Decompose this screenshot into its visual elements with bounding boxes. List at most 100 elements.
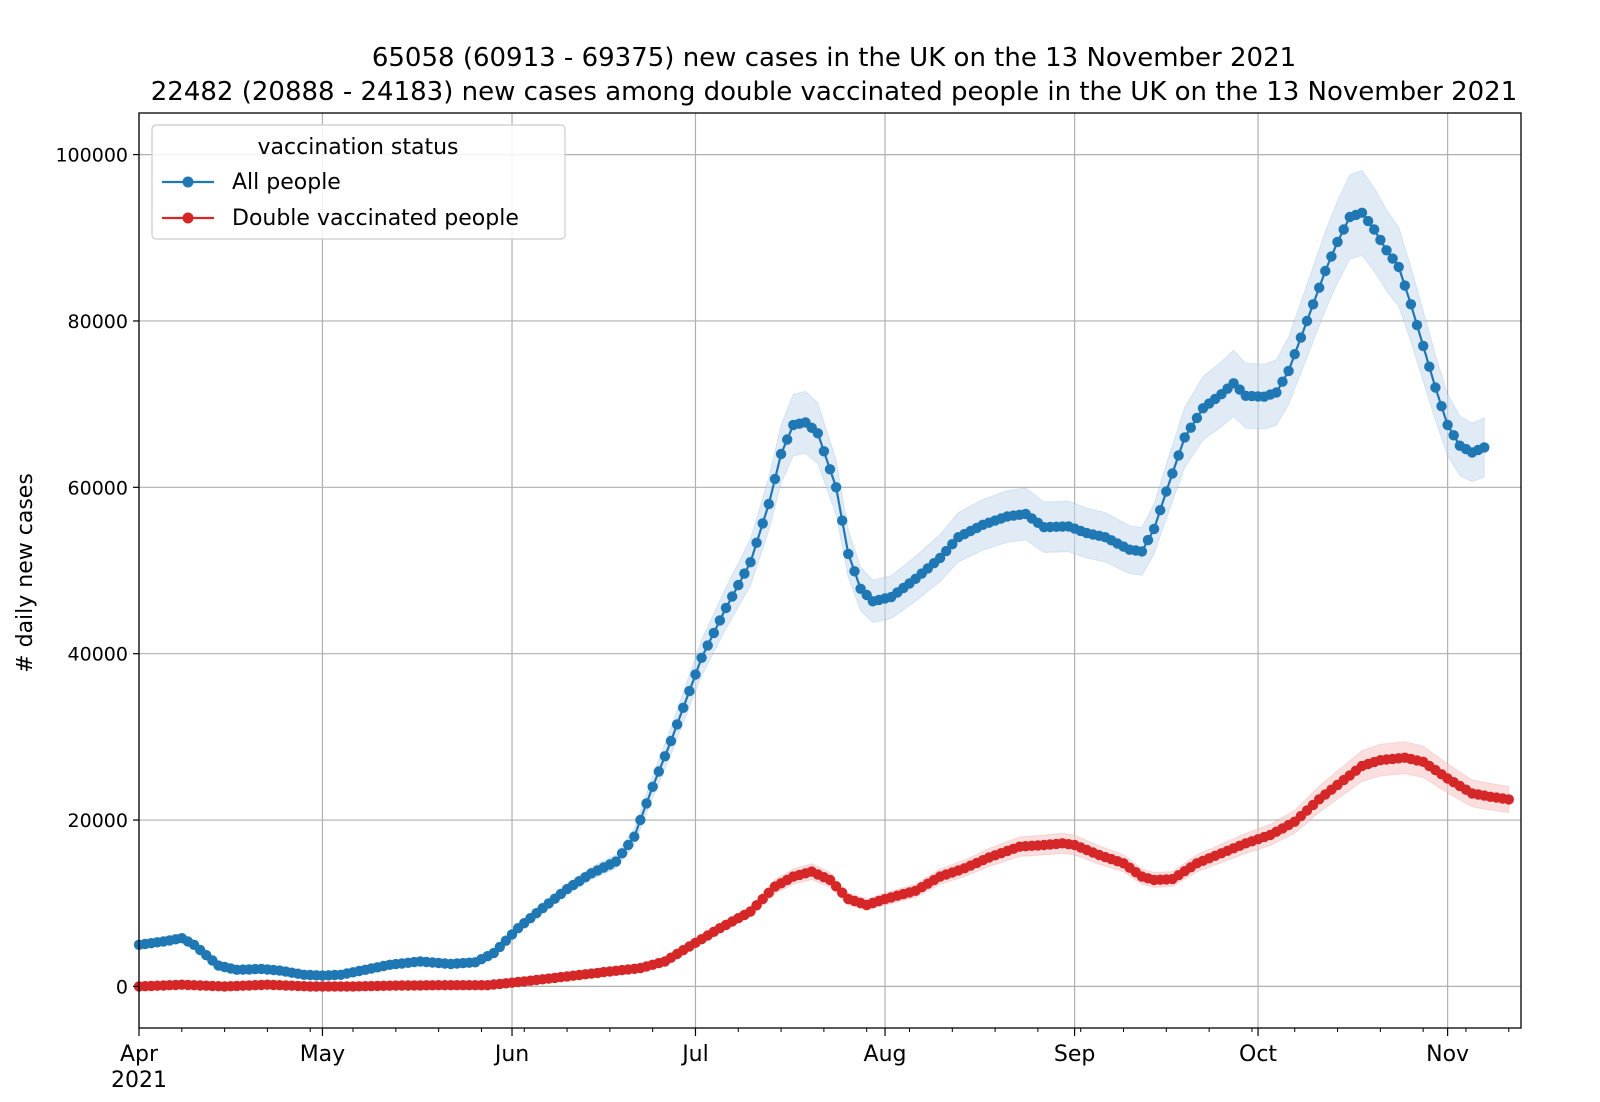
data-point-all-people: [769, 473, 781, 485]
data-point-all-people: [1314, 282, 1325, 293]
data-point-all-people: [708, 627, 719, 639]
y-tick-label: 80000: [68, 311, 128, 333]
axes-layer: 0 20000 40000 60000 80000 100000 Apr May Jun Jul A…: [55, 145, 1510, 1093]
data-point-all-people: [1338, 224, 1349, 235]
data-point-all-people: [934, 552, 946, 564]
data-point-all-people: [1387, 253, 1398, 264]
data-point-all-people: [849, 566, 860, 577]
data-point-all-people: [775, 448, 787, 460]
data-point-all-people: [1362, 215, 1374, 227]
x-tick-label: Oct: [1239, 1042, 1277, 1067]
data-point-all-people: [1405, 299, 1417, 310]
x-tick-label: Aug: [864, 1042, 907, 1067]
data-point-all-people: [1295, 332, 1307, 343]
data-point-all-people: [1430, 382, 1441, 393]
y-tick-label: 100000: [55, 145, 128, 167]
data-point-all-people: [1332, 236, 1343, 248]
legend-label-double-vaccinated: Double vaccinated people: [232, 206, 519, 231]
data-point-all-people: [690, 669, 701, 680]
data-point-all-people: [678, 702, 689, 713]
data-point-all-people: [1381, 245, 1392, 256]
data-point-all-people: [641, 798, 652, 809]
data-point-all-people: [941, 545, 952, 557]
x-tick-label: Nov: [1426, 1042, 1469, 1067]
y-tick-label: 60000: [68, 477, 128, 499]
data-point-all-people: [818, 446, 830, 457]
data-point-all-people: [1424, 361, 1435, 372]
legend-label-all-people: All people: [232, 170, 341, 195]
data-point-all-people: [647, 781, 658, 792]
data-point-all-people: [763, 498, 774, 510]
y-axis-label: # daily new cases: [13, 473, 38, 673]
x-tick-label: Sep: [1054, 1042, 1095, 1067]
data-point-all-people: [1155, 505, 1166, 516]
data-point-all-people: [1161, 486, 1172, 497]
data-point-all-people: [1277, 376, 1288, 387]
data-point-all-people: [1393, 261, 1404, 273]
x-year-label: 2021: [111, 1068, 167, 1093]
chart-title-line2: 22482 (20888 - 24183) new cases among do…: [151, 77, 1518, 107]
uncertainty-bands: [138, 169, 1510, 992]
data-point-all-people: [757, 518, 768, 529]
data-point-all-people: [1142, 534, 1154, 546]
data-point-all-people: [1418, 340, 1429, 352]
grid-layer: [138, 113, 1521, 1028]
series-layer: [133, 207, 1515, 992]
legend-box: [151, 124, 566, 240]
data-point-all-people: [610, 856, 622, 867]
data-point-all-people: [1411, 319, 1423, 331]
data-point-all-people: [1185, 422, 1197, 433]
series-line-all-people: [138, 211, 1485, 977]
x-tick-label: Apr: [120, 1042, 159, 1067]
data-point-all-people: [659, 751, 671, 762]
data-point-all-people: [824, 464, 836, 475]
data-point-all-people: [1356, 207, 1368, 218]
data-point-all-people: [1326, 251, 1337, 262]
data-point-all-people: [830, 482, 842, 493]
legend-marker-all-people: [182, 176, 194, 188]
data-point-all-people: [739, 568, 750, 579]
data-point-all-people: [1369, 224, 1380, 235]
data-point-all-people: [696, 652, 707, 663]
data-point-all-people: [1289, 349, 1300, 360]
data-point-all-people: [1179, 432, 1190, 443]
data-point-all-people: [702, 640, 713, 651]
data-point-all-people: [684, 685, 695, 697]
data-point-all-people: [1301, 315, 1313, 327]
data-point-all-people: [812, 428, 823, 439]
legend: vaccination status All people Double vac…: [151, 124, 566, 240]
data-point-all-people: [727, 591, 738, 602]
data-point-all-people: [1191, 412, 1203, 424]
band-double-vaccinated: [138, 741, 1510, 992]
data-point-all-people: [1448, 430, 1459, 441]
legend-marker-double-vaccinated: [182, 212, 194, 224]
data-point-all-people: [782, 434, 793, 445]
data-point-all-people: [1436, 401, 1447, 412]
data-point-all-people: [947, 539, 958, 550]
data-point-all-people: [843, 548, 854, 560]
data-point-all-people: [671, 719, 683, 730]
x-tick-label: May: [300, 1042, 345, 1067]
data-point-all-people: [653, 766, 664, 777]
data-point-all-people: [665, 735, 677, 747]
data-point-all-people: [1173, 450, 1184, 461]
data-point-all-people: [751, 537, 762, 548]
data-point-all-people: [1136, 546, 1148, 557]
data-point-all-people: [720, 602, 732, 614]
data-point-double-vaccinated: [1503, 794, 1515, 805]
x-tick-label: Jun: [493, 1042, 529, 1067]
legend-title: vaccination status: [258, 135, 459, 160]
band-all-people: [138, 169, 1485, 981]
data-point-all-people: [623, 839, 634, 851]
data-point-all-people: [1283, 365, 1294, 377]
plot-area-frame: [138, 112, 1522, 1029]
data-point-all-people: [1271, 387, 1282, 398]
data-point-all-people: [837, 515, 848, 526]
data-point-all-people: [1375, 234, 1386, 246]
data-point-all-people: [745, 557, 756, 568]
data-point-all-people: [635, 814, 646, 826]
chart-title-line1: 65058 (60913 - 69375) new cases in the U…: [372, 43, 1296, 73]
data-point-all-people: [1148, 523, 1160, 535]
data-point-all-people: [1399, 280, 1411, 291]
